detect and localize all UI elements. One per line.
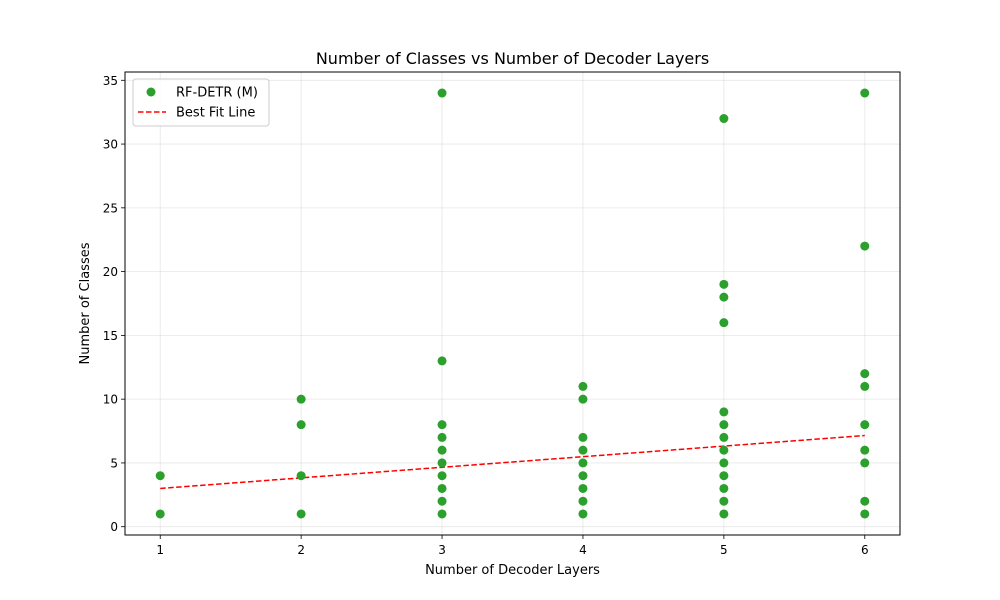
data-point [437, 458, 447, 468]
data-point [719, 509, 729, 519]
data-point [860, 381, 870, 391]
data-point [437, 356, 447, 366]
y-tick-label: 15 [103, 329, 118, 343]
data-point [719, 483, 729, 493]
data-point [719, 496, 729, 506]
data-point [578, 483, 588, 493]
data-point [719, 458, 729, 468]
data-point [437, 483, 447, 493]
data-point [860, 509, 870, 519]
data-point [860, 420, 870, 430]
y-tick-label: 20 [103, 265, 118, 279]
data-point [578, 394, 588, 404]
data-point [578, 509, 588, 519]
legend-box [132, 78, 270, 127]
data-point [437, 88, 447, 98]
data-point [860, 241, 870, 251]
y-tick-label: 10 [103, 393, 118, 407]
x-tick-label: 6 [861, 543, 869, 557]
legend: RF-DETR (M) Best Fit Line [132, 78, 270, 127]
data-point [155, 471, 165, 481]
data-point [578, 381, 588, 391]
y-tick-label: 25 [103, 201, 118, 215]
data-point [437, 471, 447, 481]
data-point [578, 458, 588, 468]
data-point [437, 496, 447, 506]
data-point [437, 509, 447, 519]
axis-ticks: 1 2 3 4 5 6 0 5 10 15 20 25 30 35 [103, 74, 869, 557]
x-tick-label: 4 [579, 543, 587, 557]
data-point [719, 445, 729, 455]
data-point [296, 471, 306, 481]
data-point [719, 318, 729, 328]
x-tick-label: 2 [297, 543, 305, 557]
data-point [578, 496, 588, 506]
x-tick-label: 1 [156, 543, 164, 557]
x-tick-label: 3 [438, 543, 446, 557]
data-point [578, 471, 588, 481]
data-point [578, 432, 588, 442]
data-point [860, 496, 870, 506]
grid [125, 72, 900, 535]
data-point [296, 509, 306, 519]
plot-frame [124, 71, 901, 536]
data-point [860, 458, 870, 468]
data-point [860, 369, 870, 379]
data-point [860, 88, 870, 98]
y-tick-label: 30 [103, 138, 118, 152]
data-points [155, 88, 870, 519]
data-point [296, 420, 306, 430]
best-fit-layer [160, 434, 865, 490]
data-point [578, 445, 588, 455]
data-point [437, 432, 447, 442]
legend-label-scatter: RF-DETR (M) [176, 86, 258, 101]
data-point [437, 445, 447, 455]
data-point [719, 407, 729, 417]
x-axis-label: Number of Decoder Layers [425, 563, 600, 578]
data-point [719, 114, 729, 124]
data-point [860, 445, 870, 455]
x-tick-label: 5 [720, 543, 728, 557]
legend-marker-scatter [146, 87, 156, 97]
chart-title: Number of Classes vs Number of Decoder L… [316, 49, 709, 68]
data-point [155, 509, 165, 519]
data-point [719, 471, 729, 481]
data-point [437, 420, 447, 430]
y-tick-label: 35 [103, 74, 118, 88]
best-fit-line [160, 434, 865, 490]
y-tick-label: 5 [110, 456, 118, 470]
data-point [296, 394, 306, 404]
data-point [719, 279, 729, 289]
data-point [719, 420, 729, 430]
y-tick-label: 0 [110, 520, 118, 534]
y-axis-label: Number of Classes [78, 242, 93, 364]
data-point [719, 432, 729, 442]
legend-label-fit-line: Best Fit Line [176, 106, 255, 121]
data-point [719, 292, 729, 302]
